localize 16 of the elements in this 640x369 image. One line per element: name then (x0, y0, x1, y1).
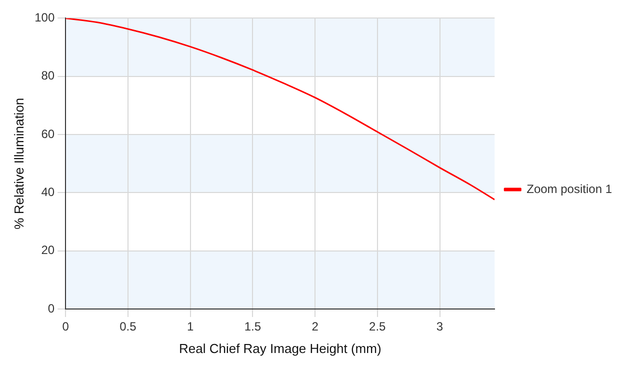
x-tick-label: 0 (62, 320, 70, 334)
x-tick-label: 2.5 (369, 320, 386, 334)
legend-label: Zoom position 1 (526, 182, 612, 196)
y-tick-label: 100 (34, 10, 55, 25)
x-tick-label: 0.5 (120, 320, 137, 334)
y-tick-label: 0 (48, 301, 55, 316)
y-tick-label: 20 (41, 243, 55, 258)
x-tick-label: 2 (312, 320, 319, 334)
y-axis-title: % Relative Illumination (11, 98, 26, 230)
x-tick-label: 3 (436, 320, 444, 334)
y-tick-label: 60 (41, 126, 55, 141)
x-axis-title: Real Chief Ray Image Height (mm) (178, 340, 382, 356)
y-tick-label: 80 (41, 68, 55, 83)
x-tick-label: 1 (186, 320, 194, 334)
x-tick-label: 1.5 (244, 320, 262, 334)
y-tick-label: 40 (41, 184, 55, 199)
